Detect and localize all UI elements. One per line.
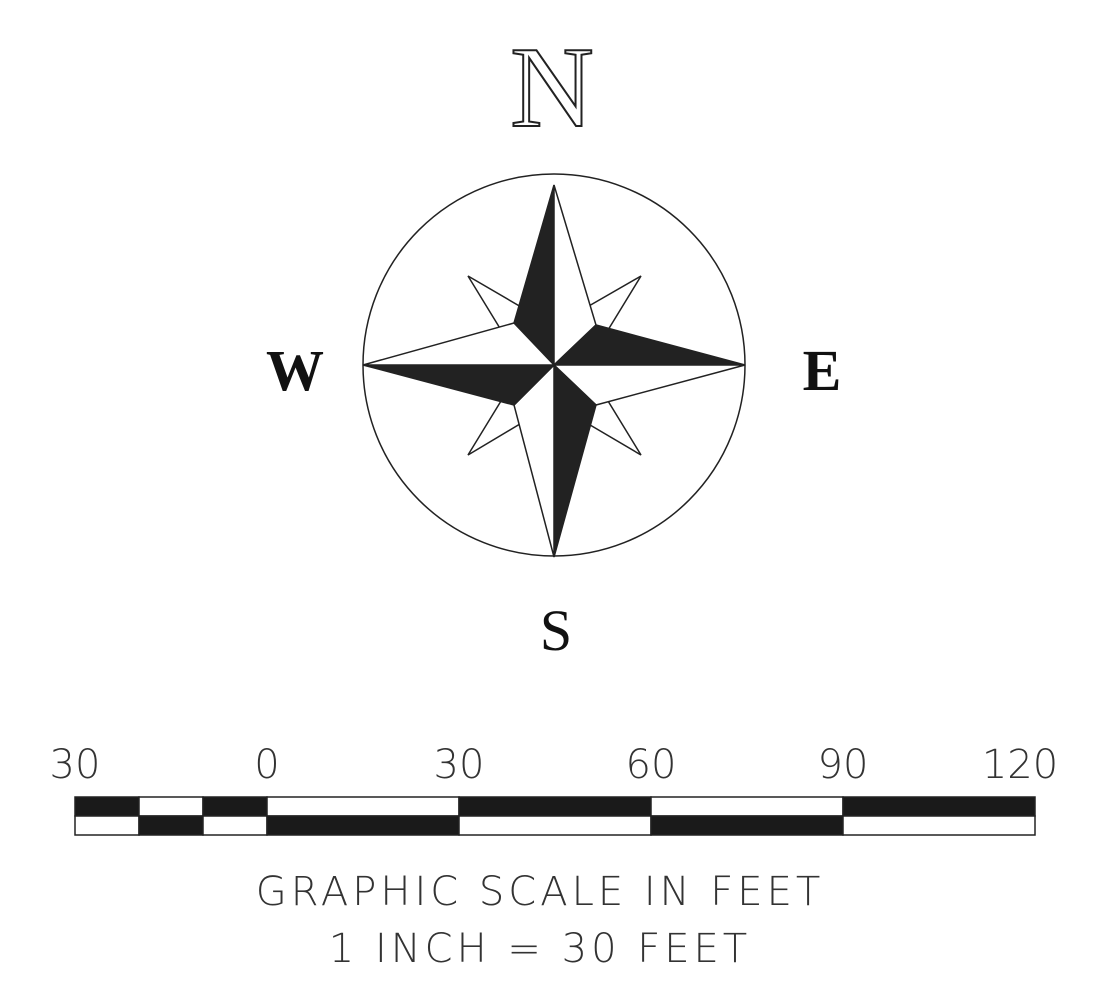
scale-label: 0	[254, 742, 279, 788]
scale-bar	[74, 796, 1036, 836]
scale-label: 60	[626, 742, 677, 788]
scale-segment	[202, 815, 268, 836]
scale-segment	[458, 796, 652, 817]
scale-label: 30	[434, 742, 485, 788]
scale-segment	[458, 815, 652, 836]
scale-caption: GRAPHIC SCALE IN FEET	[256, 869, 825, 915]
scale-ratio: 1 INCH = 30 FEET	[329, 926, 751, 972]
scale-segment	[138, 796, 204, 817]
south-label: S	[540, 598, 572, 663]
scale-label: 90	[818, 742, 869, 788]
scale-segment	[266, 796, 460, 817]
scale-segment	[266, 815, 460, 836]
scale-labels: 30 0 30 60 90 120	[50, 742, 1059, 788]
scale-segment	[74, 815, 140, 836]
scale-label: 120	[982, 742, 1058, 788]
arm-w-light	[362, 322, 556, 366]
east-label: E	[803, 338, 842, 403]
scale-segment	[138, 815, 204, 836]
scale-segment	[842, 796, 1036, 817]
scale-segment	[202, 796, 268, 817]
north-label: N	[510, 24, 594, 152]
scale-segment	[74, 796, 140, 817]
compass-rose	[362, 173, 746, 558]
scale-segment	[842, 815, 1036, 836]
west-label: W	[266, 338, 324, 403]
scale-segment	[650, 815, 844, 836]
scale-segment	[650, 796, 844, 817]
scale-label: 30	[50, 742, 101, 788]
